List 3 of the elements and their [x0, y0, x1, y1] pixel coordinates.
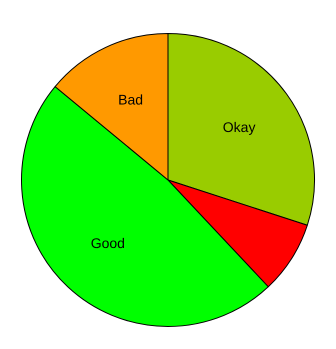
slice-label: Bad: [118, 91, 144, 108]
slice-label: Okay: [222, 119, 256, 136]
slice-label: Good: [90, 234, 125, 251]
